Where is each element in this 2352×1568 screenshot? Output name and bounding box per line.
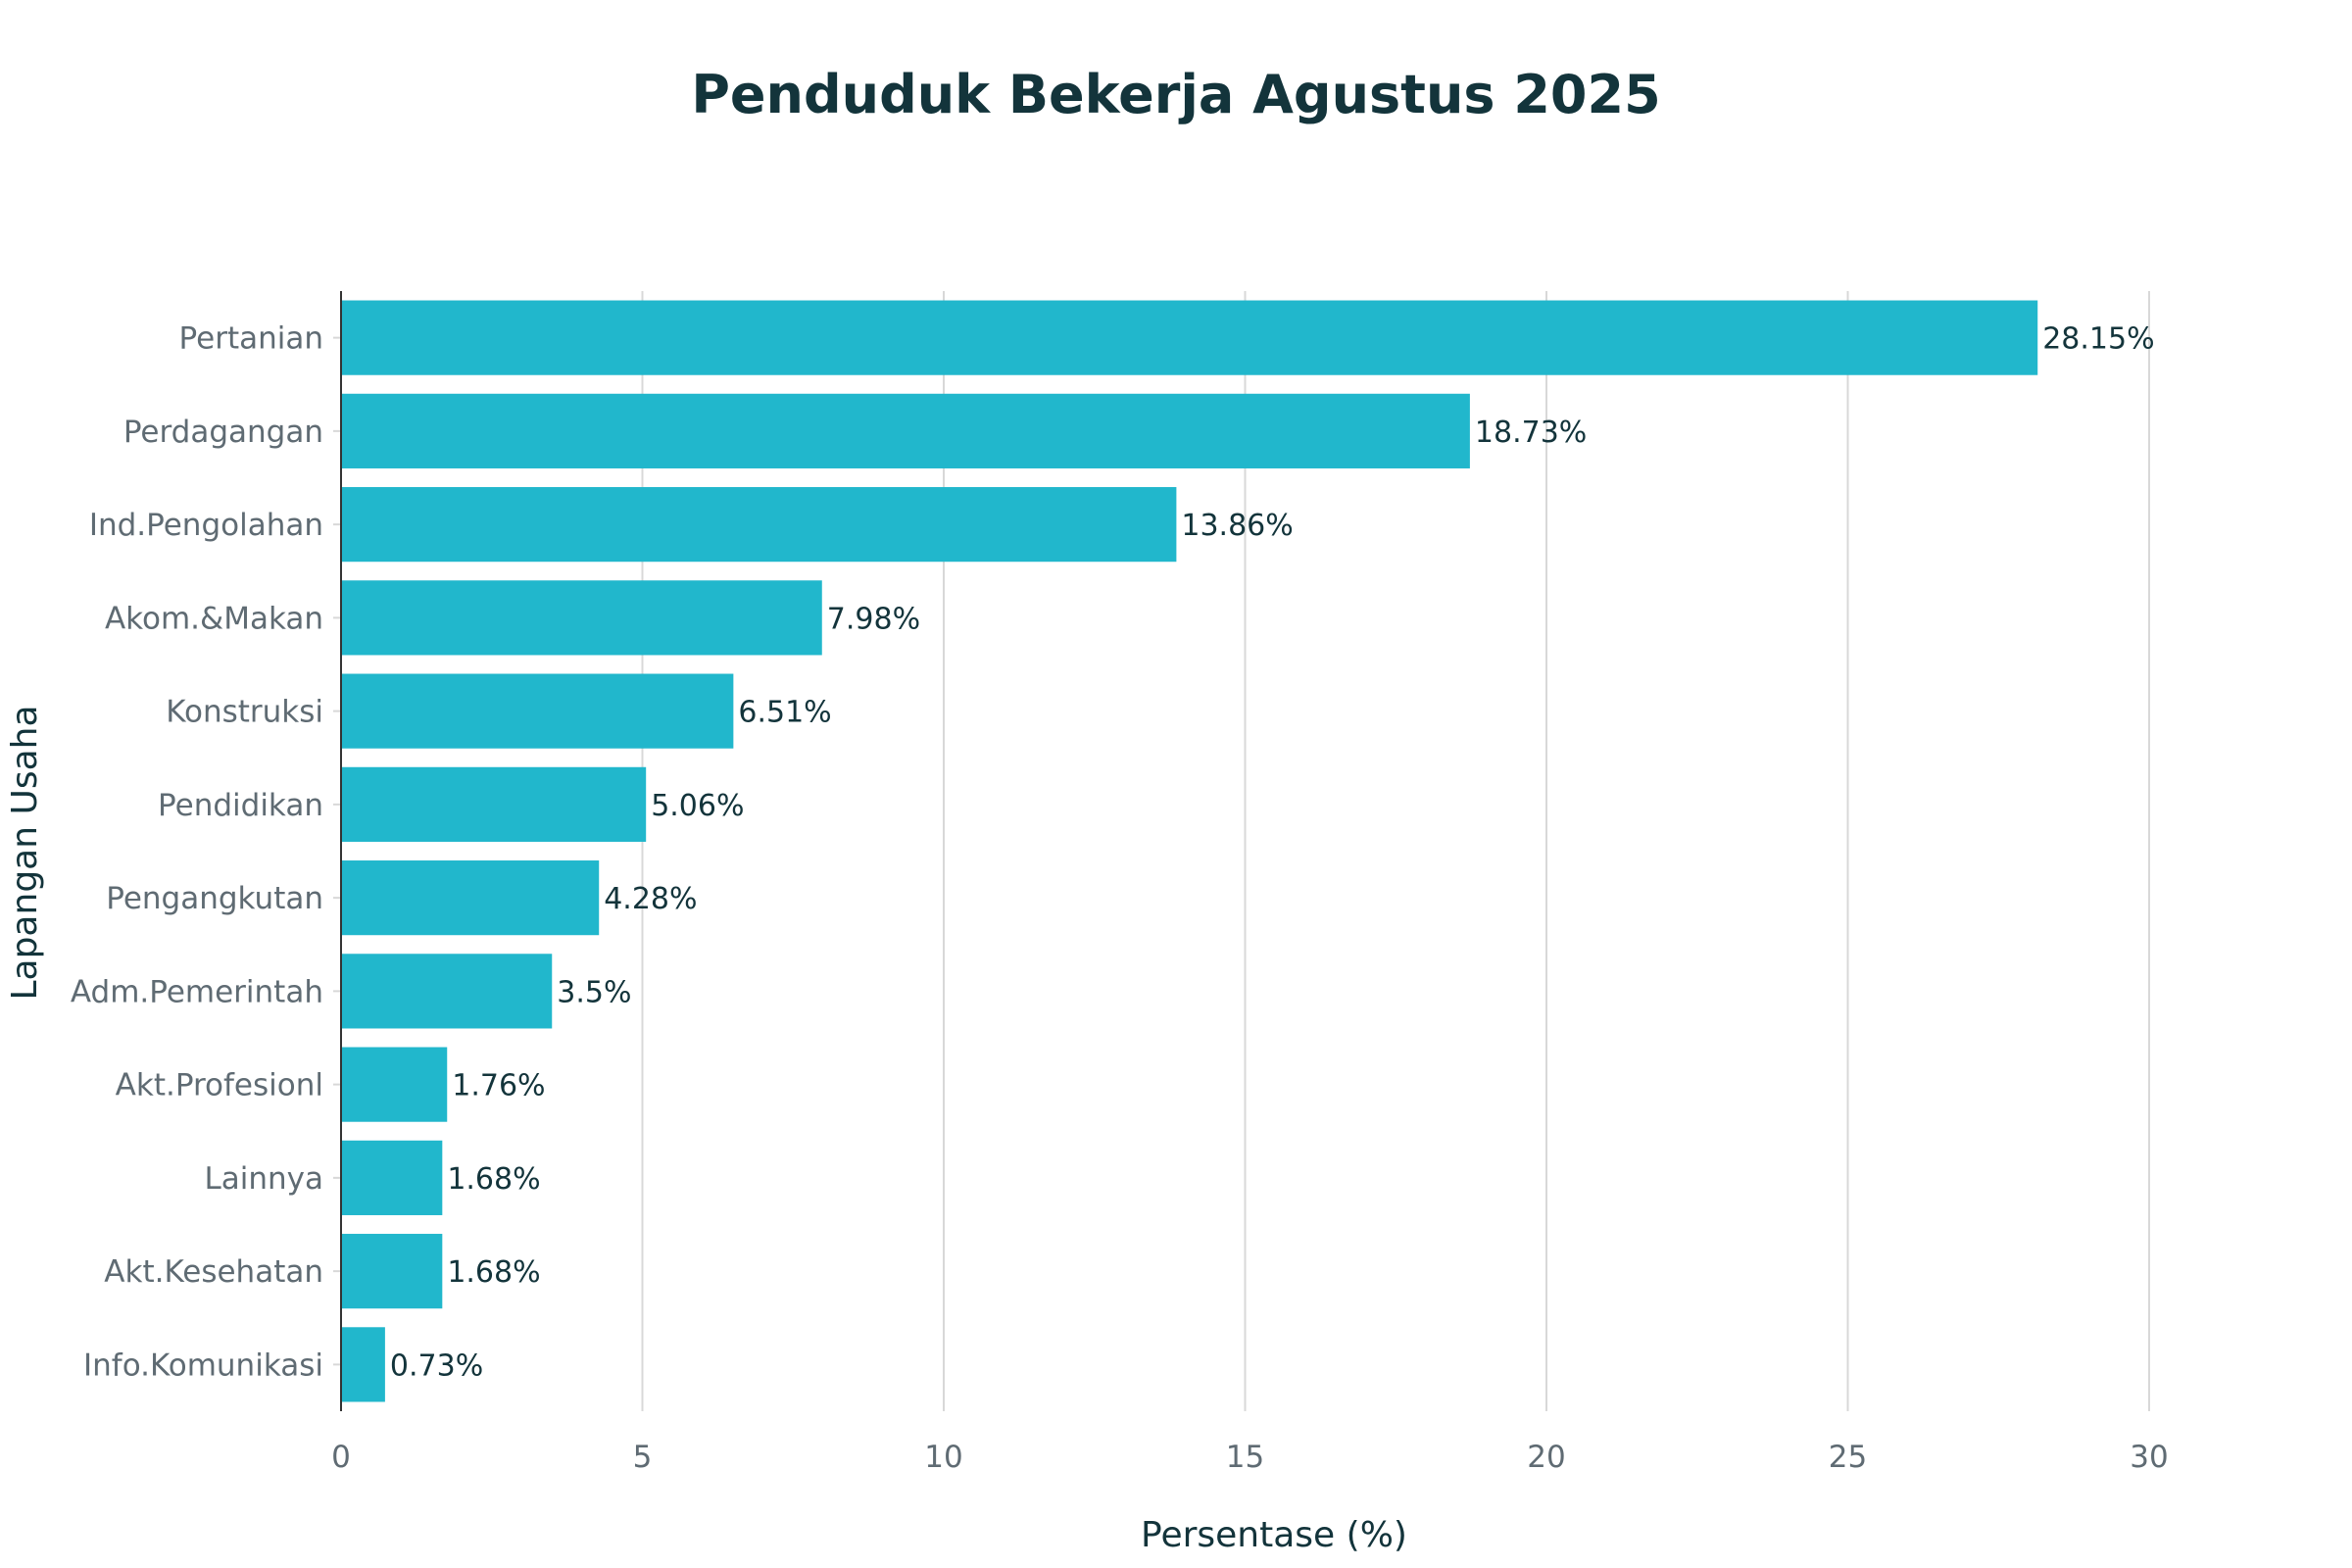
bar [341, 766, 647, 842]
category-label: Perdagangan [123, 415, 323, 450]
bar [341, 300, 2038, 375]
category-label: Konstruksi [166, 695, 323, 730]
bar [341, 1234, 443, 1309]
category-label: Pertanian [179, 321, 323, 357]
bar-value-label: 7.98% [827, 602, 920, 636]
bar-value-label: 6.51% [738, 696, 831, 730]
category-label: Akt.Kesehatan [104, 1254, 323, 1290]
bar [341, 487, 1177, 563]
bar [341, 393, 1470, 468]
x-tick-label: 10 [924, 1440, 962, 1475]
category-label: Akt.Profesionl [116, 1068, 323, 1103]
x-tick-label: 25 [1829, 1440, 1867, 1475]
x-axis-title: Persentase (%) [1141, 1515, 1407, 1555]
bar [341, 673, 734, 749]
x-tick-label: 0 [331, 1440, 351, 1475]
bar-value-label: 1.68% [447, 1162, 540, 1197]
bar-value-label: 13.86% [1181, 509, 1293, 543]
bar-value-label: 3.5% [557, 975, 631, 1009]
category-label: Akom.&Makan [105, 601, 323, 636]
bars [341, 300, 2038, 1402]
x-tick-label: 30 [2130, 1440, 2168, 1475]
bar-value-label: 28.15% [2042, 322, 2154, 357]
bar-value-label: 0.73% [390, 1348, 483, 1383]
bar [341, 1140, 443, 1215]
category-label: Pendidikan [158, 788, 323, 823]
x-tick-label: 15 [1226, 1440, 1264, 1475]
bar-value-label: 5.06% [651, 789, 744, 823]
gridlines [641, 291, 2150, 1411]
bar-value-label: 4.28% [604, 882, 697, 916]
bar [341, 580, 822, 656]
category-label: Pengangkutan [106, 881, 323, 916]
bar [341, 860, 600, 936]
bar-value-label: 1.68% [447, 1255, 540, 1290]
bar [341, 1047, 448, 1122]
category-label: Lainnya [204, 1161, 323, 1197]
category-label: Adm.Pemerintah [71, 974, 323, 1009]
x-tick-label: 20 [1527, 1440, 1565, 1475]
bar-value-label: 18.73% [1475, 416, 1587, 450]
bar [341, 954, 553, 1029]
x-tick-label: 5 [633, 1440, 653, 1475]
x-tick-labels: 0 5 10 15 20 25 30 [331, 1440, 2169, 1475]
category-label: Ind.Pengolahan [89, 508, 323, 543]
bar [341, 1327, 385, 1402]
category-label: Info.Komunikasi [83, 1348, 323, 1383]
y-axis-title: Lapangan Usaha [5, 705, 45, 1000]
data-labels: 28.15% 18.73% 13.86% 7.98% 6.51% 5.06% 4.28% 3.… [390, 322, 2155, 1384]
bar-value-label: 1.76% [452, 1069, 545, 1103]
chart-title: Penduduk Bekerja Agustus 2025 [691, 64, 1660, 125]
category-labels: Pertanian Perdagangan Ind.Pengolahan Akom.&… [71, 321, 341, 1383]
